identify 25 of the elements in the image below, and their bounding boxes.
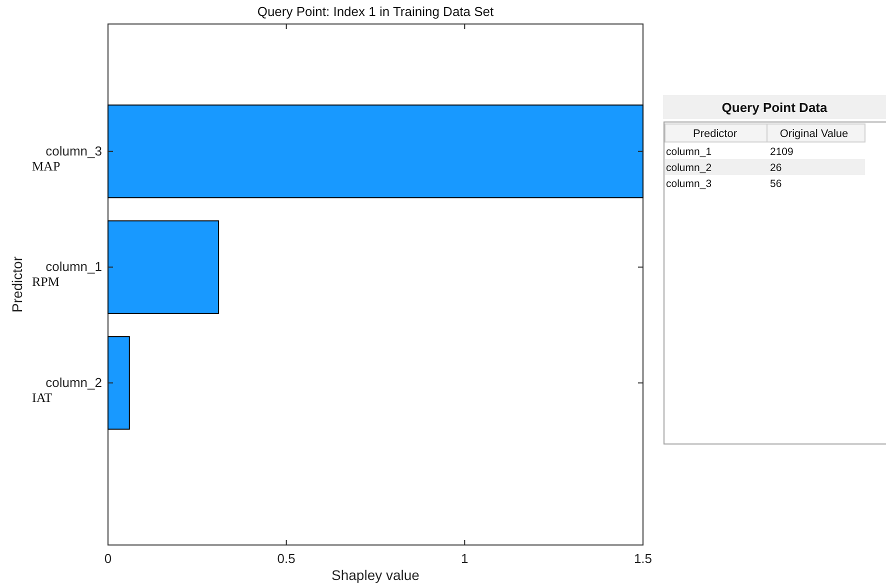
- text: MAP: [32, 158, 60, 174]
- data-label: 2109: [770, 146, 794, 158]
- text: Query Point Data: [722, 100, 828, 115]
- x-tick-label: 0: [104, 551, 112, 566]
- x-axis-title: Shapley value: [332, 567, 420, 583]
- x-tick-label: 0.5: [277, 551, 296, 566]
- x-tick-label: 1.5: [634, 551, 652, 566]
- y-tick-label: column_2: [46, 374, 102, 390]
- bar: [108, 220, 220, 314]
- x-tick-label: 1: [461, 551, 468, 566]
- y-tick-label: column_3: [46, 143, 102, 158]
- bar: [108, 104, 644, 198]
- y-tick-label: column_1: [46, 259, 102, 274]
- data-label: 26: [770, 162, 782, 174]
- category-label: column_2: [666, 162, 712, 174]
- data-label: 56: [770, 178, 782, 190]
- text: Original Value: [780, 128, 848, 140]
- text: Predictor: [692, 128, 738, 140]
- category-label: column_1: [666, 146, 712, 158]
- chart-title: Query Point: Index 1 in Training Data Set: [257, 4, 494, 19]
- category-label: column_3: [666, 178, 712, 190]
- text: IAT: [32, 390, 52, 405]
- bar: [108, 336, 130, 430]
- y-axis-title: Predictor: [9, 256, 25, 313]
- text: RPM: [32, 274, 60, 290]
